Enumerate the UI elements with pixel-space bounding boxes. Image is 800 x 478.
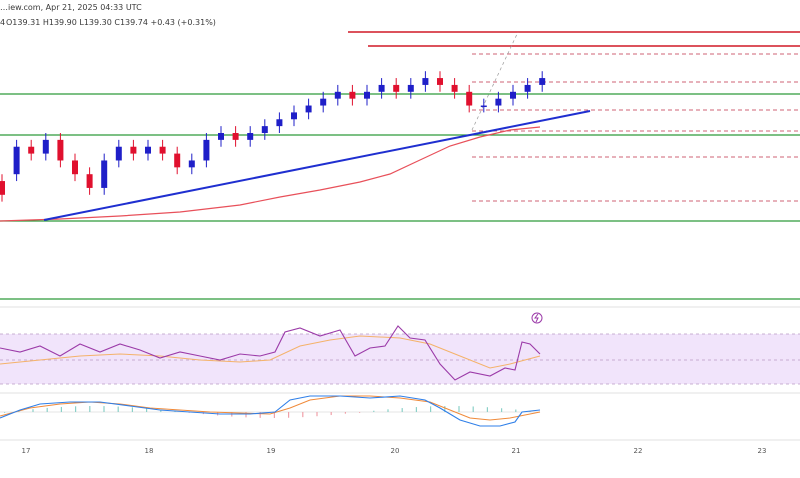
candle-body: [261, 126, 268, 133]
macd-histogram-bar: [46, 407, 48, 412]
candle-body: [539, 78, 546, 85]
macd-histogram-bar: [288, 412, 290, 418]
candle-body: [407, 84, 414, 92]
candle-body: [320, 98, 327, 106]
candle-body: [495, 98, 502, 106]
ascending-trendline: [43, 110, 591, 221]
x-axis-tick-label: 19: [267, 447, 276, 455]
candle-body: [203, 139, 210, 161]
x-axis-tick-label: 23: [758, 447, 767, 455]
candle-body: [101, 160, 108, 188]
macd-histogram-bar: [245, 412, 247, 418]
candle-body: [72, 160, 78, 175]
macd-histogram-bar: [344, 412, 346, 414]
candle-body: [86, 174, 93, 188]
macd-histogram-bar: [117, 406, 119, 412]
x-axis-tick-label: 17: [22, 447, 31, 455]
macd-histogram-bar: [174, 411, 176, 412]
candle-body: [305, 105, 312, 113]
candle-body: [276, 119, 283, 127]
candle-body: [145, 146, 151, 154]
candle-body: [130, 146, 137, 154]
macd-histogram-bar: [444, 406, 446, 412]
macd-histogram-bar: [60, 406, 62, 412]
candles-group: [0, 71, 546, 202]
macd-histogram-bar: [302, 412, 304, 418]
x-axis-tick-label: 22: [634, 447, 643, 455]
macd-signal-line: [0, 395, 541, 421]
moving-average-line: [0, 126, 541, 222]
main-price-panel: [0, 31, 800, 324]
rsi-line: [0, 325, 541, 381]
macd-panel: [0, 395, 541, 427]
macd-histogram-bar: [131, 407, 133, 412]
candle-body: [364, 91, 370, 99]
rsi-panel: [0, 325, 800, 385]
candle-body: [174, 153, 181, 168]
candle-body: [159, 146, 166, 154]
candle-body: [13, 146, 20, 175]
rsi-band: [0, 334, 800, 384]
candle-body: [349, 91, 356, 99]
macd-histogram-bar: [75, 406, 77, 412]
candle-body: [393, 84, 400, 92]
macd-histogram-bar: [458, 406, 460, 412]
macd-histogram-bar: [89, 406, 91, 412]
macd-line: [0, 395, 541, 427]
macd-histogram-bar: [146, 408, 148, 412]
macd-histogram-bar: [501, 408, 503, 412]
chart-header-source: …iew.com, Apr 21, 2025 04:33 UTC: [0, 3, 142, 12]
candle-body: [437, 78, 443, 85]
candle-body: [28, 146, 35, 154]
macd-histogram-bar: [486, 407, 488, 412]
macd-histogram-bar: [330, 412, 332, 416]
candle-body: [232, 133, 239, 140]
candle-body: [466, 91, 473, 106]
candle-body: [480, 105, 487, 108]
macd-histogram-bar: [515, 409, 517, 412]
candle-body: [510, 91, 516, 99]
candle-body: [42, 139, 49, 154]
candle-body: [422, 78, 429, 85]
macd-histogram-bar: [160, 409, 162, 412]
macd-histogram-bar: [273, 412, 275, 418]
event-flash-icon[interactable]: [531, 312, 543, 324]
macd-histogram-bar: [259, 412, 261, 418]
candle-body: [115, 146, 122, 161]
fib-dashed-diagonal: [471, 31, 519, 131]
rsi-ma-line: [0, 335, 541, 369]
macd-histogram-bar: [4, 412, 6, 413]
candle-body: [291, 112, 297, 120]
macd-histogram-bar: [430, 406, 432, 412]
candle-body: [334, 91, 341, 99]
candle-body: [188, 160, 195, 168]
chart-header-ohlc: O139.31 H139.90 L139.30 C139.74 +0.43 (+…: [6, 18, 216, 27]
candle-body: [247, 133, 254, 140]
macd-histogram-bar: [373, 410, 375, 412]
macd-histogram-bar: [415, 407, 417, 412]
x-axis-tick-label: 18: [145, 447, 154, 455]
chart-header-open-prefix: 4: [0, 18, 5, 27]
candle-body: [378, 84, 385, 92]
macd-histogram-bar: [401, 408, 403, 412]
x-axis-tick-label: 21: [512, 447, 521, 455]
macd-histogram-bar: [32, 409, 34, 412]
macd-histogram-bar: [387, 409, 389, 412]
candle-body: [218, 133, 224, 140]
macd-histogram-bar: [359, 412, 361, 413]
x-axis: 17 18 19 20 21 22 23: [22, 447, 767, 455]
candle-body: [0, 181, 5, 195]
candle-body: [524, 84, 531, 92]
macd-histogram-bar: [472, 406, 474, 412]
macd-histogram-bar: [103, 406, 105, 412]
candle-body: [451, 84, 458, 92]
macd-histogram-bar: [316, 412, 318, 417]
candle-body: [57, 139, 64, 161]
x-axis-tick-label: 20: [391, 447, 400, 455]
